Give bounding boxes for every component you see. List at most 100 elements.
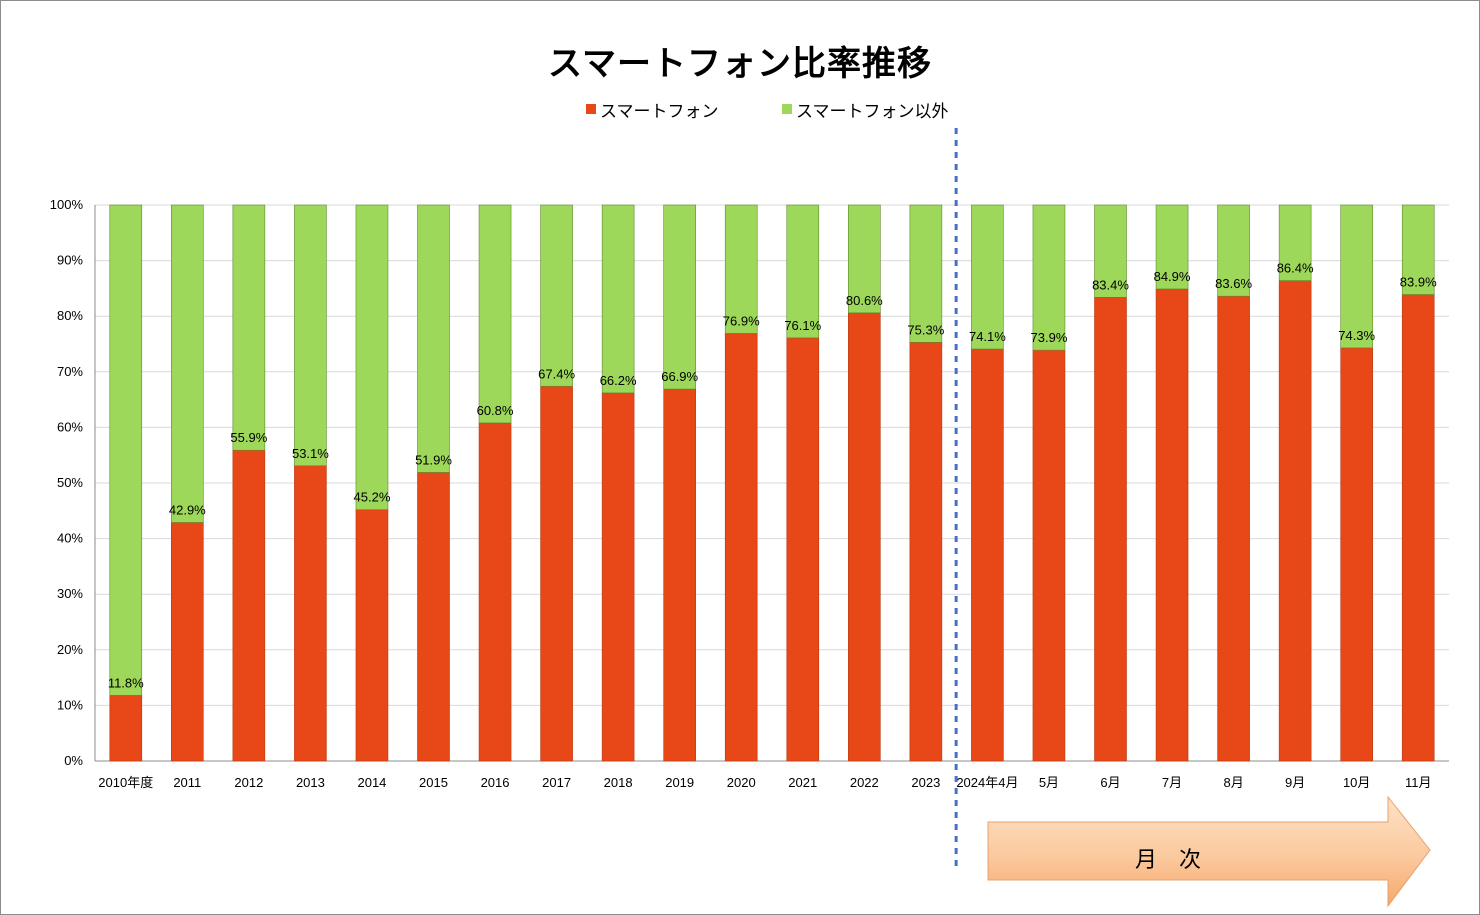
bar-smartphone <box>417 472 450 762</box>
bar-smartphone <box>171 522 204 762</box>
data-label: 67.4% <box>538 366 575 381</box>
y-tick-label: 40% <box>57 531 83 546</box>
data-label: 66.2% <box>600 373 637 388</box>
data-label: 75.3% <box>907 322 944 337</box>
bar-smartphone <box>971 348 1004 762</box>
legend-label-smartphone: スマートフォン <box>600 101 719 122</box>
bar-smartphone <box>1094 296 1127 762</box>
bar-other <box>1094 204 1127 298</box>
bar-smartphone <box>109 695 143 762</box>
data-label: 84.9% <box>1154 269 1191 284</box>
bar-other <box>1032 204 1066 351</box>
bar-other <box>1340 204 1373 349</box>
x-category-label: 2011 <box>173 775 201 790</box>
x-category-label: 2013 <box>296 775 325 790</box>
bar-other <box>478 204 512 424</box>
bar-other <box>109 204 143 696</box>
y-tick-label: 60% <box>57 419 83 434</box>
bar-other <box>971 204 1004 350</box>
data-label: 80.6% <box>846 293 883 308</box>
chart-title: スマートフォン比率推移 <box>548 44 932 84</box>
x-category-label: 2023 <box>911 775 940 790</box>
x-category-label: 2024年4月 <box>956 775 1018 790</box>
bar-other <box>1217 204 1250 297</box>
y-tick-label: 50% <box>57 475 83 490</box>
bar-other <box>786 204 820 339</box>
x-category-label: 9月 <box>1285 775 1305 790</box>
x-category-label: 2018 <box>604 775 633 790</box>
x-category-label: 11月 <box>1405 775 1432 790</box>
bar-smartphone <box>1217 295 1250 762</box>
x-category-label: 2016 <box>481 775 510 790</box>
bar-smartphone <box>1340 347 1373 762</box>
bar-other <box>355 204 389 510</box>
y-tick-label: 80% <box>57 308 83 323</box>
bar-smartphone <box>232 449 266 762</box>
monthly-arrow: 月 次 <box>987 795 1431 908</box>
x-category-label: 5月 <box>1039 775 1059 790</box>
bar-other <box>294 204 327 467</box>
data-label: 83.6% <box>1215 276 1252 291</box>
y-tick-label: 70% <box>57 364 83 379</box>
data-label: 42.9% <box>169 502 206 517</box>
x-category-label: 8月 <box>1223 775 1243 790</box>
bar-other <box>1401 204 1435 295</box>
data-label: 45.2% <box>354 490 391 505</box>
y-tick-label: 20% <box>57 642 83 657</box>
data-label: 83.4% <box>1092 277 1129 292</box>
x-category-label: 2021 <box>788 775 817 790</box>
x-category-label: 6月 <box>1100 775 1120 790</box>
bar-smartphone <box>663 388 696 762</box>
bars <box>109 204 1435 762</box>
data-label: 55.9% <box>230 430 267 445</box>
data-label: 11.8% <box>108 675 144 690</box>
y-tick-label: 90% <box>57 253 83 268</box>
bar-smartphone <box>1032 349 1066 762</box>
bar-other <box>848 204 881 314</box>
x-category-label: 2017 <box>542 775 571 790</box>
data-label: 83.9% <box>1400 275 1437 290</box>
bar-smartphone <box>355 509 389 762</box>
y-axis-ticks: 0% 10% 20% 30% 40% 50% 60% 70% 80% 90% 100% <box>50 197 84 768</box>
bar-other <box>1278 204 1312 281</box>
bar-other <box>417 204 450 473</box>
x-category-label: 7月 <box>1162 775 1182 790</box>
legend-item-smartphone: スマートフォン <box>586 98 719 122</box>
data-labels: 11.8% 42.9% 55.9% 53.1% 45.2% 51.9% 60.8% 67.4%… <box>108 261 1437 691</box>
data-label: 76.9% <box>723 313 760 328</box>
bar-other <box>601 204 635 394</box>
x-category-label: 2015 <box>419 775 448 790</box>
bar-other <box>1155 204 1189 290</box>
x-category-label: 2019 <box>665 775 694 790</box>
bar-other <box>663 204 696 390</box>
bar-smartphone <box>848 312 881 762</box>
x-category-label: 2020 <box>727 775 756 790</box>
bar-smartphone <box>1155 288 1189 762</box>
x-category-label: 2022 <box>850 775 879 790</box>
bar-other <box>232 204 266 451</box>
data-label: 86.4% <box>1277 261 1314 276</box>
bar-smartphone <box>1278 280 1312 762</box>
bar-smartphone <box>601 392 635 762</box>
bar-smartphone <box>478 422 512 762</box>
y-tick-label: 100% <box>50 197 84 212</box>
x-category-label: 2010年度 <box>98 775 153 790</box>
data-label: 51.9% <box>415 452 452 467</box>
monthly-arrow-label: 月 次 <box>1135 848 1201 873</box>
bar-other <box>909 204 943 343</box>
data-label: 53.1% <box>292 446 329 461</box>
data-label: 74.3% <box>1338 328 1375 343</box>
data-label: 60.8% <box>477 403 514 418</box>
legend-label-other: スマートフォン以外 <box>796 101 949 122</box>
data-label: 73.9% <box>1031 330 1068 345</box>
x-category-label: 2012 <box>234 775 263 790</box>
bar-smartphone <box>786 337 820 762</box>
bar-smartphone <box>294 465 327 762</box>
bar-smartphone <box>724 333 758 762</box>
x-category-label: 2014 <box>357 775 386 790</box>
x-axis-categories: 2010年度 2011 2012 2013 2014 2015 2016 2017 2018 20… <box>98 775 1431 790</box>
bar-other <box>724 204 758 334</box>
monthly-arrow-shape <box>987 795 1431 908</box>
bar-smartphone <box>540 385 573 762</box>
